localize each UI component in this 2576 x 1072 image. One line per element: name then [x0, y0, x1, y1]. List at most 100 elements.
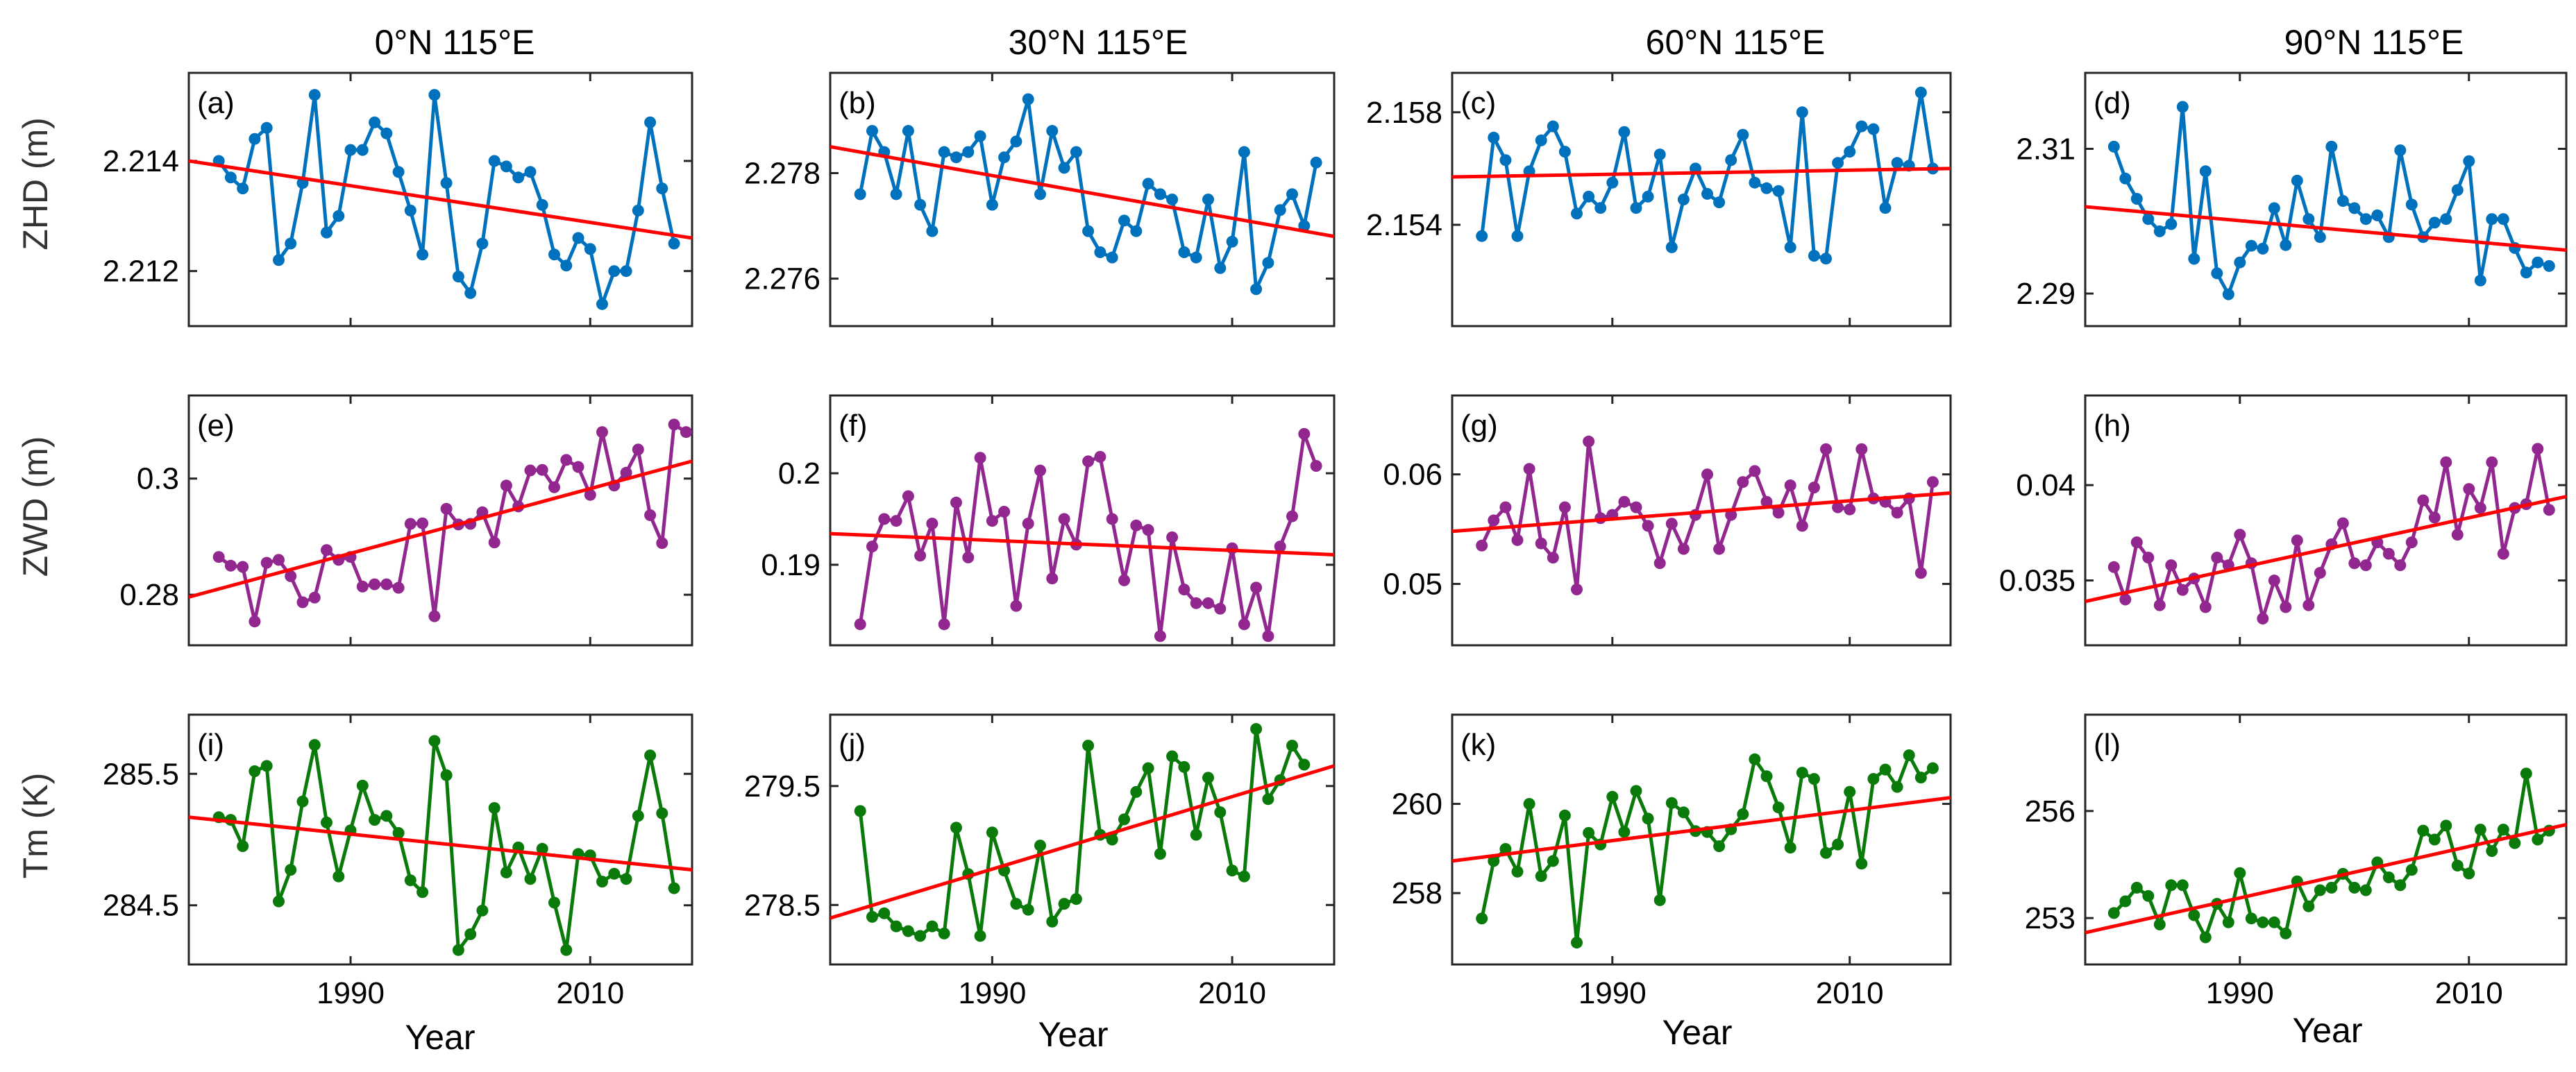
data-point — [2543, 504, 2555, 516]
data-point — [404, 518, 416, 530]
data-point — [440, 177, 453, 189]
data-point — [2394, 144, 2407, 157]
y-tick-label: 2.214 — [103, 144, 179, 178]
y-tick-label: 0.05 — [1383, 568, 1442, 602]
data-point — [1154, 188, 1166, 201]
data-point — [488, 536, 500, 549]
data-point — [2486, 456, 2498, 468]
data-point — [308, 591, 321, 604]
data-point — [1262, 257, 1274, 269]
data-point — [1286, 740, 1298, 752]
data-point — [1118, 813, 1130, 826]
data-point — [974, 130, 986, 142]
data-point — [938, 146, 950, 158]
data-point — [1238, 618, 1250, 631]
y-tick-label: 0.3 — [137, 462, 179, 496]
data-point — [332, 870, 345, 883]
data-point — [1760, 770, 1773, 783]
data-point — [2359, 213, 2372, 226]
y-tick-label: 0.28 — [119, 578, 179, 612]
data-point — [2303, 213, 2315, 226]
data-point — [260, 121, 273, 134]
data-point — [656, 807, 668, 819]
data-point — [608, 867, 621, 880]
data-point — [2142, 213, 2155, 226]
axes-box-j — [829, 713, 1336, 966]
data-point — [1713, 196, 1726, 209]
data-point — [1058, 162, 1070, 174]
data-point — [2199, 601, 2212, 613]
series-line-j — [858, 727, 1306, 938]
data-point — [1583, 826, 1595, 839]
y-tick-label: 278.5 — [744, 888, 820, 922]
trend-line-a — [188, 159, 693, 240]
data-point — [2451, 860, 2464, 871]
data-point — [1476, 539, 1488, 552]
data-point — [1523, 798, 1535, 810]
data-point — [2348, 202, 2361, 214]
data-point — [1571, 207, 1583, 220]
panel-j: 278.5 279.5 1990 2010 (j) — [744, 713, 1336, 1010]
data-point — [2268, 916, 2280, 928]
data-point — [1178, 584, 1190, 596]
data-point — [2417, 494, 2430, 507]
data-point — [2176, 584, 2189, 596]
data-point — [2314, 567, 2326, 579]
data-point — [1106, 513, 1118, 525]
data-point — [644, 509, 657, 521]
data-point — [416, 248, 429, 261]
panel-k: 258 260 1990 2010 (k) — [1392, 713, 1952, 1010]
data-point — [2337, 195, 2349, 207]
data-point — [1665, 241, 1678, 253]
data-point — [620, 265, 632, 278]
data-point — [1571, 937, 1583, 948]
data-point — [440, 502, 453, 515]
data-point — [1214, 806, 1227, 819]
data-point — [536, 842, 548, 855]
data-point — [902, 125, 914, 137]
data-point — [2314, 884, 2326, 896]
data-point — [2211, 552, 2223, 564]
panel-d: 2.29 2.31 (d) — [2016, 71, 2568, 327]
data-point — [464, 928, 477, 940]
data-point — [1166, 194, 1179, 205]
data-point — [488, 155, 500, 167]
data-point — [620, 466, 632, 479]
panel-b: 2.276 2.278 (b) — [744, 71, 1336, 327]
data-point — [1677, 806, 1690, 819]
data-point — [2486, 845, 2498, 857]
data-point — [596, 426, 608, 439]
data-point — [1701, 468, 1713, 481]
trend-line-b — [830, 144, 1335, 239]
data-point — [2497, 547, 2509, 560]
data-point — [1749, 176, 1761, 189]
data-point — [1511, 865, 1524, 878]
data-point — [1642, 190, 1654, 203]
y-tick-label: 2.278 — [744, 156, 820, 190]
panel-label-a: (a) — [197, 86, 235, 120]
data-point — [321, 816, 332, 828]
data-point — [2463, 867, 2475, 880]
data-point — [1713, 543, 1726, 555]
data-point — [500, 479, 512, 492]
x-tick-label: 2010 — [556, 976, 624, 1010]
data-point — [2245, 912, 2257, 925]
data-point — [866, 541, 878, 553]
series-line-d — [2112, 105, 2550, 296]
column-title-0: 0°N 115°E — [375, 23, 535, 62]
data-point — [2280, 927, 2292, 939]
data-point — [1914, 772, 1927, 784]
data-point — [2107, 561, 2120, 573]
panel-label-g: (g) — [1460, 409, 1498, 443]
data-point — [2119, 172, 2132, 185]
data-point — [2165, 879, 2178, 892]
data-point — [1642, 520, 1654, 532]
data-point — [237, 182, 249, 195]
data-point — [1914, 86, 1927, 99]
data-point — [1499, 843, 1512, 855]
data-point — [1298, 758, 1311, 771]
data-point — [878, 907, 891, 919]
data-point — [2257, 916, 2269, 928]
data-point — [1855, 120, 1868, 133]
data-point — [596, 298, 608, 310]
